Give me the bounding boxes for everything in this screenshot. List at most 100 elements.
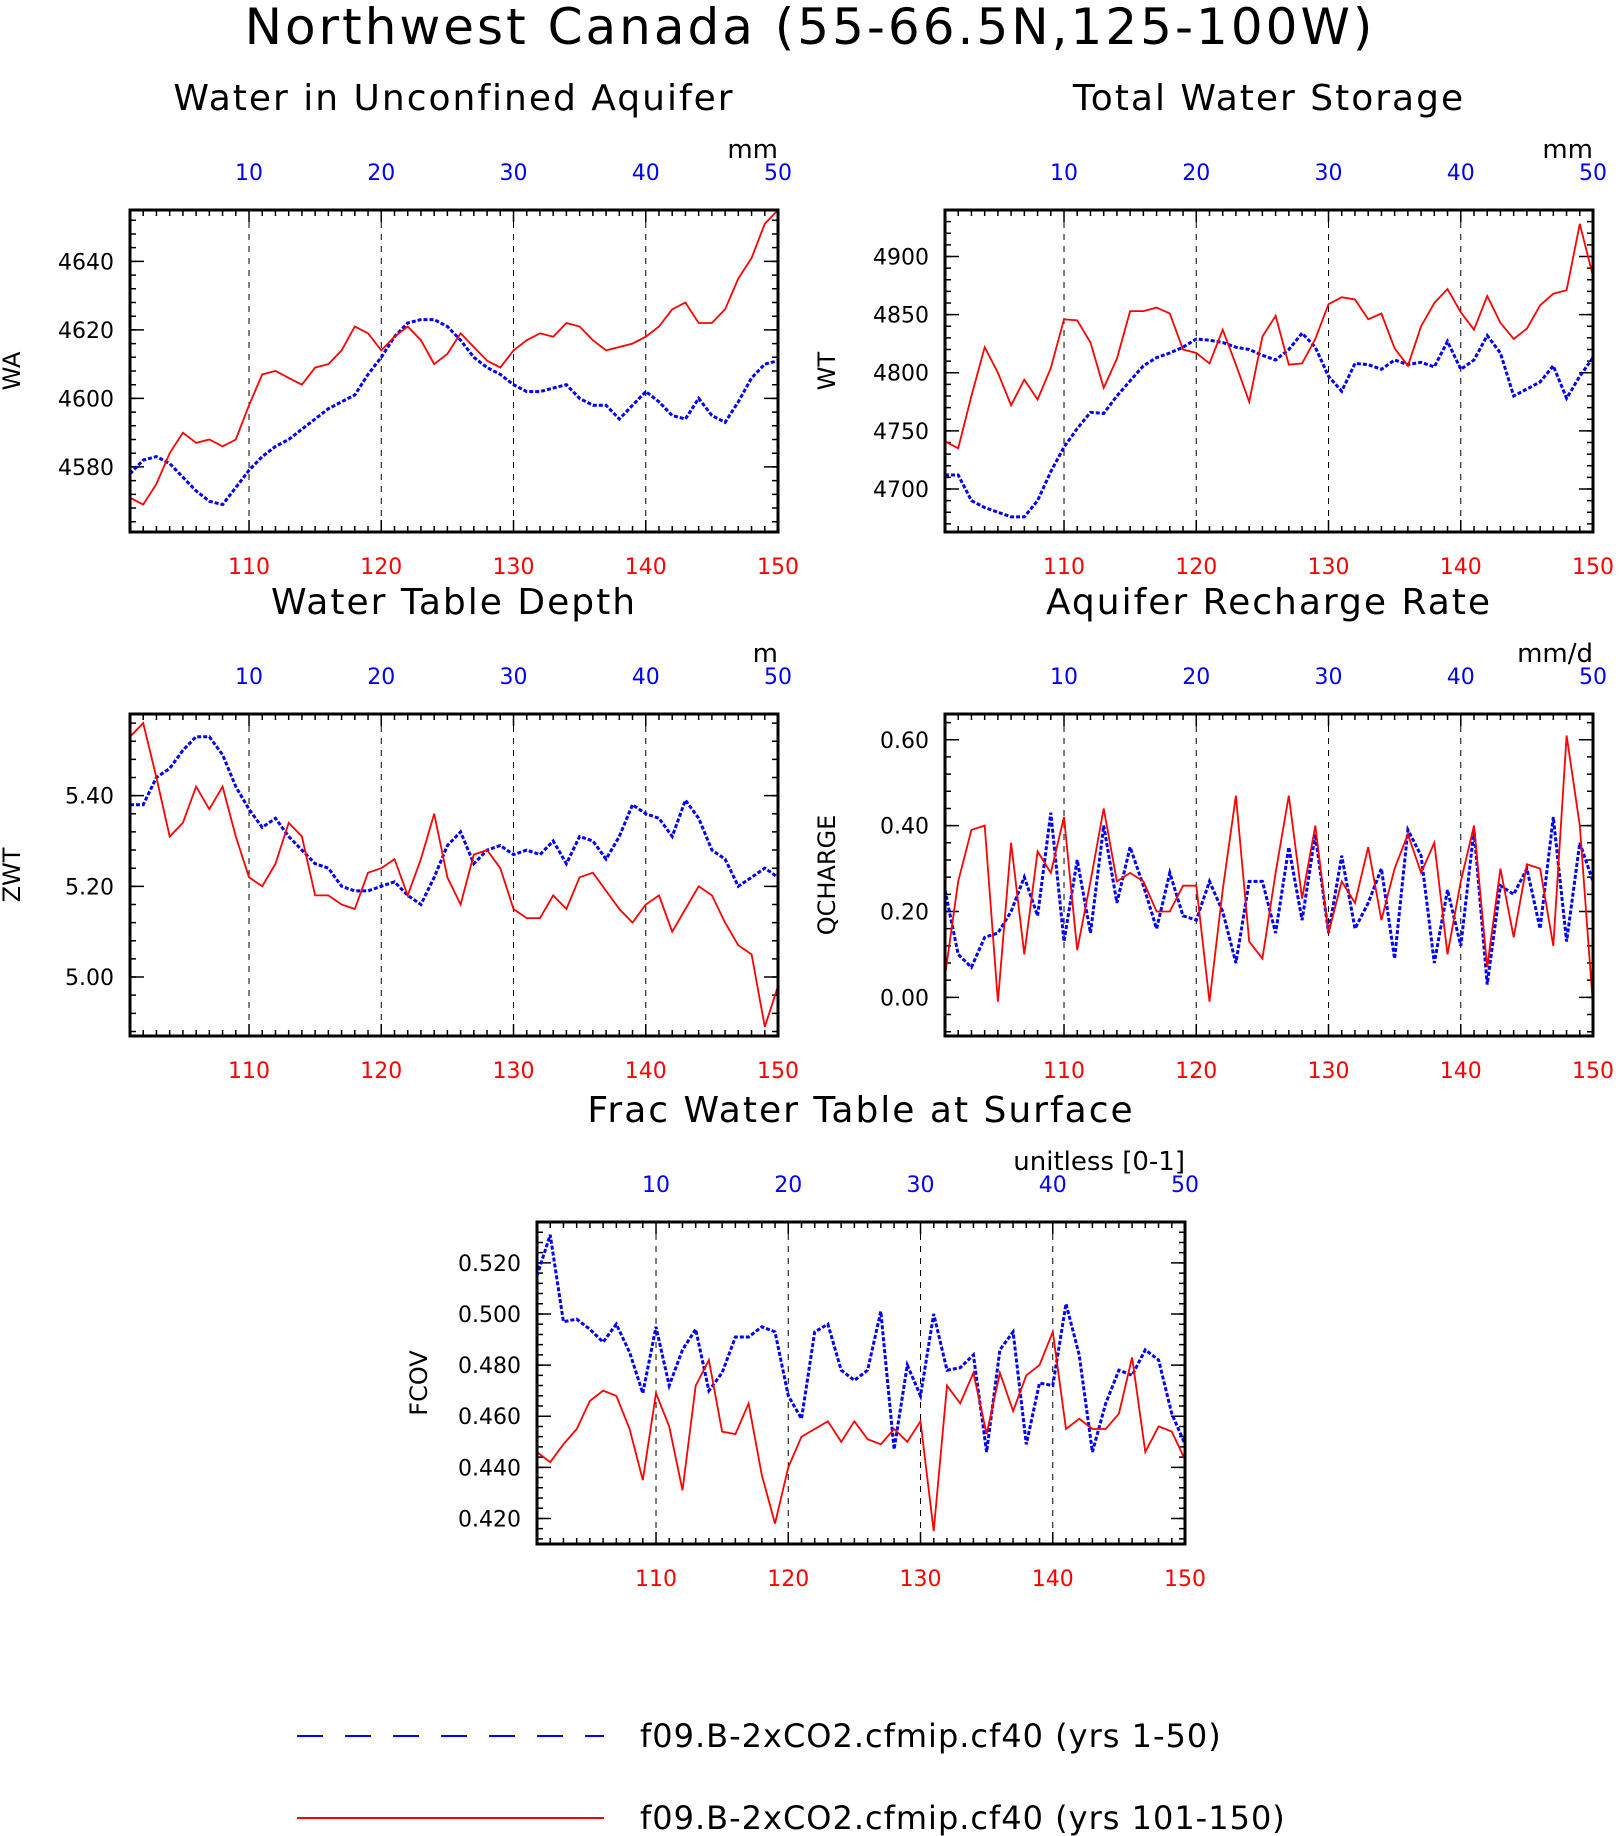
series-line-red	[130, 721, 778, 1028]
panel-units: mm	[727, 135, 778, 165]
plot-frame	[128, 208, 780, 534]
axis-minor-ticks	[129, 210, 779, 532]
y-tick-label: 0.420	[458, 1507, 521, 1532]
y-tick-label: 0.480	[458, 1354, 521, 1379]
top-tick-label: 40	[632, 665, 660, 690]
y-tick-label: 0.520	[458, 1252, 521, 1277]
legend-label-blue: f09.B-2xCO2.cfmip.cf40 (yrs 1-50)	[640, 1717, 1222, 1755]
y-axis-label: QCHARGE	[813, 815, 841, 936]
figure-title: Northwest Canada (55-66.5N,125-100W)	[245, 0, 1376, 56]
top-tick-label: 40	[1447, 161, 1475, 186]
bottom-tick-label: 150	[1164, 1567, 1206, 1592]
chart-panel-4: Aquifer Recharge Rate mm/d 110 120 130 140 150…	[813, 582, 1614, 1084]
y-tick-label: 0.60	[880, 729, 929, 754]
top-tick-label: 50	[764, 161, 792, 186]
bottom-tick-label: 130	[1308, 1059, 1350, 1084]
y-tick-label: 5.20	[65, 875, 114, 900]
bottom-tick-label: 140	[625, 1059, 667, 1084]
top-tick-label: 30	[1315, 161, 1343, 186]
panel-title: Water Table Depth	[271, 582, 637, 623]
y-tick-label: 4900	[873, 245, 929, 270]
panel-title: Water in Unconfined Aquifer	[173, 78, 734, 119]
bottom-tick-label: 130	[493, 1059, 535, 1084]
panel-units: unitless [0-1]	[1013, 1147, 1185, 1177]
top-tick-label: 20	[774, 1173, 802, 1198]
y-tick-label: 0.20	[880, 900, 929, 925]
top-tick-label: 50	[1579, 161, 1607, 186]
top-tick-label: 30	[907, 1173, 935, 1198]
bottom-tick-label: 130	[900, 1567, 942, 1592]
y-tick-label: 4750	[873, 420, 929, 445]
top-tick-label: 50	[1171, 1173, 1199, 1198]
y-tick-label: 5.40	[65, 785, 114, 810]
top-tick-label: 40	[1039, 1173, 1067, 1198]
y-tick-label: 0.460	[458, 1405, 521, 1430]
plot-frame	[943, 208, 1595, 534]
top-tick-label: 40	[1447, 665, 1475, 690]
y-axis-label: ZWT	[0, 847, 26, 902]
bottom-tick-label: 120	[1175, 1059, 1217, 1084]
bottom-tick-label: 120	[767, 1567, 809, 1592]
bottom-tick-label: 140	[1032, 1567, 1074, 1592]
series-line-red	[945, 735, 1593, 1006]
bottom-tick-label: 150	[1572, 1059, 1614, 1084]
plot-frame	[535, 1220, 1187, 1546]
y-axis-label: FCOV	[405, 1350, 433, 1416]
bottom-tick-label: 140	[625, 555, 667, 580]
chart-panel-2: Total Water Storage mm 110 120 130 140 150 10 20…	[813, 78, 1614, 580]
y-tick-label: 4700	[873, 478, 929, 503]
top-tick-label: 10	[642, 1173, 670, 1198]
top-tick-label: 10	[1050, 161, 1078, 186]
top-tick-label: 40	[632, 161, 660, 186]
bottom-tick-label: 130	[493, 555, 535, 580]
y-tick-label: 0.500	[458, 1303, 521, 1328]
series-line-red	[537, 1328, 1185, 1532]
y-axis-label: WT	[813, 351, 841, 390]
bottom-tick-label: 110	[1043, 555, 1085, 580]
top-tick-label: 20	[367, 665, 395, 690]
bottom-tick-label: 120	[1175, 555, 1217, 580]
y-tick-label: 0.00	[880, 986, 929, 1011]
bottom-tick-label: 150	[757, 1059, 799, 1084]
bottom-tick-label: 140	[1440, 555, 1482, 580]
y-tick-label: 0.40	[880, 815, 929, 840]
y-tick-label: 4850	[873, 304, 929, 329]
bottom-tick-label: 110	[1043, 1059, 1085, 1084]
top-tick-label: 30	[500, 161, 528, 186]
top-tick-label: 30	[1315, 665, 1343, 690]
bottom-tick-label: 150	[1572, 555, 1614, 580]
series-line-red	[945, 223, 1593, 450]
y-tick-label: 4580	[58, 456, 114, 481]
bottom-tick-label: 120	[360, 1059, 402, 1084]
plot-frame	[943, 712, 1595, 1038]
y-tick-label: 4620	[58, 319, 114, 344]
axis-minor-ticks	[944, 714, 1594, 1036]
top-tick-label: 20	[1182, 161, 1210, 186]
y-tick-label: 4640	[58, 250, 114, 275]
y-axis-label: WA	[0, 351, 26, 390]
series-line-blue	[130, 318, 778, 507]
bottom-tick-label: 120	[360, 555, 402, 580]
legend-label-red: f09.B-2xCO2.cfmip.cf40 (yrs 101-150)	[640, 1799, 1286, 1836]
chart-panel-5: Frac Water Table at Surface unitless [0-1…	[405, 1090, 1206, 1592]
top-tick-label: 10	[235, 161, 263, 186]
y-tick-label: 5.00	[65, 966, 114, 991]
chart-panel-1: Water in Unconfined Aquifer mm 110 120 130 14…	[0, 78, 799, 580]
panel-title: Aquifer Recharge Rate	[1046, 582, 1492, 623]
y-tick-label: 4800	[873, 362, 929, 387]
series-line-red	[130, 210, 778, 506]
legend: f09.B-2xCO2.cfmip.cf40 (yrs 1-50) f09.B-…	[297, 1717, 1286, 1836]
series-line-blue	[130, 735, 778, 907]
y-tick-label: 0.440	[458, 1456, 521, 1481]
panel-units: m	[753, 639, 778, 669]
bottom-tick-label: 110	[635, 1567, 677, 1592]
chart-panel-3: Water Table Depth m 110 120 130 140 150 10 20 30 4…	[0, 582, 799, 1084]
axis-minor-ticks	[944, 209, 1594, 532]
y-tick-label: 4600	[58, 387, 114, 412]
top-tick-label: 30	[500, 665, 528, 690]
bottom-tick-label: 150	[757, 555, 799, 580]
bottom-tick-label: 130	[1308, 555, 1350, 580]
series-line-blue	[945, 330, 1593, 519]
bottom-tick-label: 140	[1440, 1059, 1482, 1084]
top-tick-label: 50	[764, 665, 792, 690]
